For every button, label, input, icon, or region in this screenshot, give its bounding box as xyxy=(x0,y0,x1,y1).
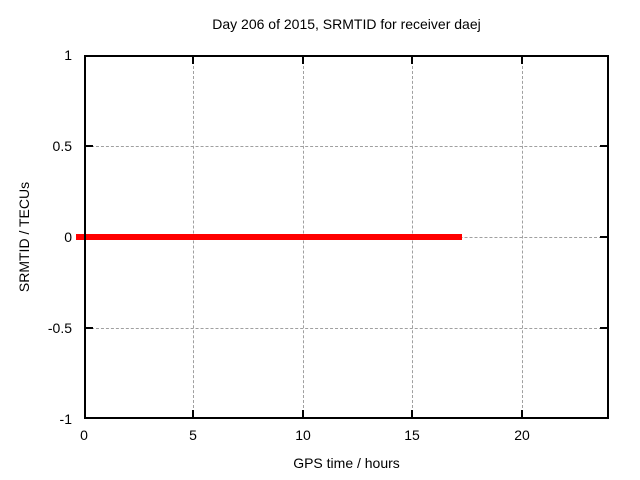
data-series-line xyxy=(76,234,462,240)
y-tick-right xyxy=(600,145,607,147)
x-axis-label: GPS time / hours xyxy=(293,455,400,471)
x-tick-bottom xyxy=(411,410,413,417)
x-tick-label: 5 xyxy=(189,427,197,443)
y-gridline xyxy=(86,146,607,147)
x-tick-label: 10 xyxy=(295,427,311,443)
y-tick-label: 0 xyxy=(64,229,72,245)
x-tick-top xyxy=(302,57,304,64)
x-tick-label: 15 xyxy=(404,427,420,443)
x-tick-bottom xyxy=(521,410,523,417)
y-axis-label: SRMTID / TECUs xyxy=(16,181,32,293)
y-tick-label: 0.5 xyxy=(52,138,72,154)
x-tick-label: 0 xyxy=(80,427,88,443)
y-tick-left xyxy=(86,327,93,329)
chart-title: Day 206 of 2015, SRMTID for receiver dae… xyxy=(212,16,481,32)
y-tick-right xyxy=(600,327,607,329)
y-tick-label: -0.5 xyxy=(47,320,72,336)
x-tick-top xyxy=(411,57,413,64)
y-tick-label: -1 xyxy=(59,411,72,427)
y-tick-right xyxy=(600,236,607,238)
y-gridline xyxy=(86,328,607,329)
x-tick-top xyxy=(192,57,194,64)
y-tick-left xyxy=(86,145,93,147)
x-tick-label: 20 xyxy=(514,427,530,443)
x-tick-top xyxy=(521,57,523,64)
y-tick-label: 1 xyxy=(64,47,72,63)
x-tick-bottom xyxy=(302,410,304,417)
x-tick-bottom xyxy=(192,410,194,417)
